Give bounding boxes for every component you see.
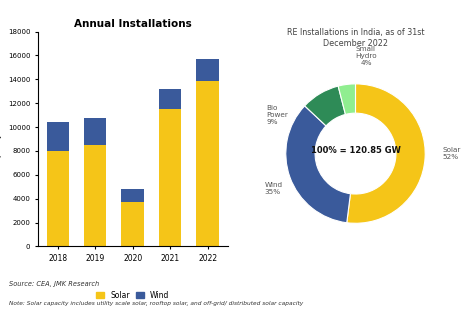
- Bar: [196, 59, 219, 81]
- Wedge shape: [338, 84, 356, 114]
- Wedge shape: [347, 84, 425, 223]
- Bar: [121, 189, 144, 202]
- Title: RE Installations in India, as of 31st
December 2022: RE Installations in India, as of 31st De…: [287, 28, 424, 48]
- Bar: [46, 122, 69, 151]
- Text: 100% = 120.85 GW: 100% = 120.85 GW: [310, 146, 401, 155]
- Y-axis label: Capacity (MW): Capacity (MW): [0, 111, 2, 167]
- Bar: [196, 81, 219, 246]
- Text: Small
Hydro
4%: Small Hydro 4%: [355, 46, 377, 66]
- Text: Solar
52%: Solar 52%: [443, 147, 461, 160]
- Text: Source: CEA, JMK Research: Source: CEA, JMK Research: [9, 281, 100, 287]
- Text: Wind
35%: Wind 35%: [265, 182, 283, 195]
- Legend: Solar, Wind: Solar, Wind: [93, 288, 172, 303]
- Text: Note: Solar capacity includes utility scale solar, rooftop solar, and off-grid/ : Note: Solar capacity includes utility sc…: [9, 301, 304, 306]
- Bar: [159, 109, 182, 246]
- Bar: [46, 151, 69, 246]
- Text: Bio
Power
9%: Bio Power 9%: [266, 105, 288, 125]
- Wedge shape: [286, 106, 350, 223]
- Wedge shape: [305, 86, 346, 126]
- Bar: [84, 118, 107, 145]
- Bar: [159, 89, 182, 109]
- Bar: [121, 202, 144, 246]
- Bar: [84, 145, 107, 246]
- Title: Annual Installations: Annual Installations: [74, 19, 191, 29]
